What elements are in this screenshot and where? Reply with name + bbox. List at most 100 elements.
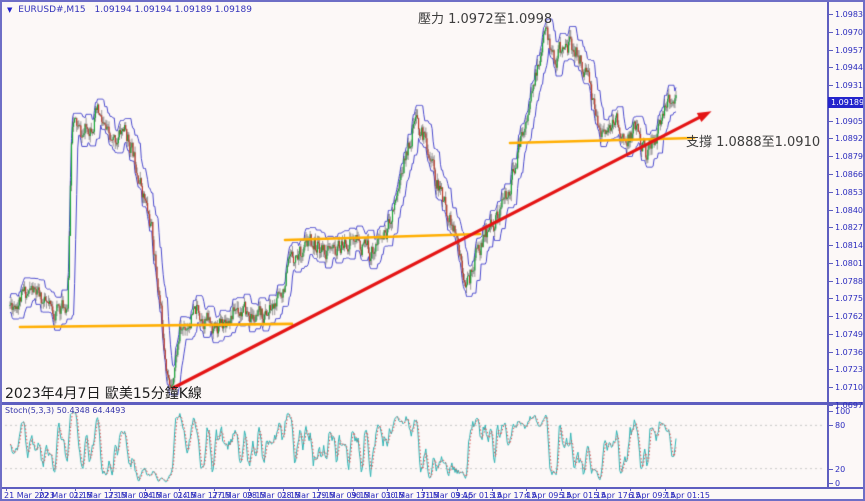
ohlc-values: 1.09194 1.09194 1.09189 1.09189	[94, 5, 252, 15]
price-axis-separator	[827, 2, 829, 489]
price-tick-label: 1.09050	[835, 116, 865, 126]
axis-tick	[664, 487, 666, 491]
date-caption: 2023年4月7日 歐美15分鐘K線	[5, 386, 202, 402]
time-tick-label: 30 Mar 17:15	[385, 491, 439, 500]
axis-tick	[829, 405, 833, 406]
stoch-tick-label: 80	[835, 421, 846, 431]
axis-tick	[829, 173, 833, 175]
price-tick-label: 1.09440	[835, 63, 865, 73]
price-tick-label: 1.06970	[835, 401, 865, 410]
current-price-tag: 1.09189	[828, 97, 863, 108]
time-tick-label: 3 Apr 17:15	[489, 491, 537, 500]
time-tick-label: 30 Mar 01:15	[350, 491, 405, 500]
axis-tick	[829, 67, 833, 69]
axis-tick	[595, 487, 597, 491]
axis-tick	[829, 411, 833, 412]
axis-tick	[144, 487, 146, 491]
time-tick-label: 27 Mar 09:15	[212, 491, 266, 500]
price-tick-label: 1.08920	[835, 134, 865, 144]
time-tick-label: 5 Apr 17:15	[593, 491, 641, 500]
price-tick-label: 1.08400	[835, 205, 865, 215]
axis-tick	[829, 298, 833, 300]
axis-tick	[829, 483, 833, 484]
axis-tick	[829, 138, 833, 140]
axis-tick	[829, 316, 833, 318]
axis-tick	[829, 14, 833, 15]
stoch-tick-label: 0	[835, 479, 841, 488]
axis-tick	[829, 209, 833, 211]
axis-tick	[248, 487, 250, 491]
price-tick-label: 1.07750	[835, 294, 865, 304]
axis-tick	[352, 487, 354, 491]
axis-tick	[829, 351, 833, 353]
axis-tick	[829, 425, 833, 427]
time-tick-label: 28 Mar 17:15	[281, 491, 335, 500]
price-tick-label: 1.09830	[835, 10, 865, 19]
time-tick-label: 21 Mar 2023	[4, 491, 55, 500]
price-tick-label: 1.08660	[835, 169, 865, 179]
axis-tick	[829, 120, 833, 122]
time-tick-label: 4 Apr 09:15	[524, 491, 572, 500]
axis-tick	[560, 487, 562, 491]
axis-tick	[829, 31, 833, 33]
axis-tick	[630, 487, 632, 491]
axis-tick	[829, 85, 833, 87]
time-tick-label: 31 Mar 09:15	[420, 491, 474, 500]
time-tick-label: 24 Mar 01:15	[142, 491, 197, 500]
time-tick-label: 22 Mar 01:15	[38, 491, 93, 500]
price-tick-label: 1.07490	[835, 329, 865, 339]
price-tick-label: 1.07880	[835, 276, 865, 286]
axis-tick	[491, 487, 493, 491]
price-tick-label: 1.09570	[835, 45, 865, 55]
time-tick-label: 23 Mar 09:15	[108, 491, 162, 500]
time-tick-label: 3 Apr 01:15	[454, 491, 502, 500]
axis-tick	[456, 487, 458, 491]
price-tick-label: 1.07620	[835, 312, 865, 322]
axis-tick	[110, 487, 112, 491]
time-tick-label: 5 Apr 01:15	[558, 491, 606, 500]
axis-tick	[829, 191, 833, 193]
price-tick-label: 1.08530	[835, 187, 865, 197]
time-tick-label: 6 Apr 09:15	[628, 491, 676, 500]
axis-tick	[829, 245, 833, 247]
chevron-down-icon[interactable]: ▼	[7, 6, 13, 14]
panel-separator[interactable]	[2, 402, 863, 405]
axis-tick	[829, 156, 833, 158]
time-tick-label: 7 Apr 01:15	[662, 491, 710, 500]
time-tick-label: 28 Mar 01:15	[246, 491, 301, 500]
time-tick-label: 22 Mar 17:15	[73, 491, 127, 500]
axis-separator	[2, 487, 863, 489]
axis-tick	[75, 487, 77, 491]
chart-title-bar: ▼ EURUSD#,M15 1.09194 1.09194 1.09189 1.…	[7, 5, 252, 15]
axis-tick	[829, 262, 833, 264]
stoch-tick-label: 100	[835, 407, 851, 416]
axis-tick	[40, 487, 42, 491]
axis-tick	[283, 487, 285, 491]
price-tick-label: 1.09310	[835, 81, 865, 91]
stoch-indicator-label: Stoch(5,3,3) 50.4348 64.4493	[5, 406, 126, 415]
price-tick-label: 1.08140	[835, 241, 865, 251]
axis-tick	[829, 387, 833, 389]
resistance-annotation: 壓力 1.0972至1.0998	[418, 12, 553, 27]
axis-tick	[829, 468, 833, 470]
axis-tick	[214, 487, 216, 491]
axis-tick	[829, 369, 833, 371]
price-tick-label: 1.09700	[835, 27, 865, 37]
price-tick-label: 1.07360	[835, 347, 865, 357]
support-annotation: 支撐 1.0888至1.0910	[686, 135, 821, 150]
axis-tick	[6, 487, 7, 491]
axis-tick	[829, 227, 833, 229]
symbol-timeframe-label: EURUSD#,M15	[18, 5, 86, 15]
axis-tick	[526, 487, 528, 491]
price-tick-label: 1.08270	[835, 223, 865, 233]
price-tick-label: 1.08790	[835, 152, 865, 162]
axis-tick	[179, 487, 181, 491]
time-tick-label: 29 Mar 09:15	[316, 491, 370, 500]
time-tick-label: 24 Mar 17:15	[177, 491, 231, 500]
price-tick-label: 1.07230	[835, 365, 865, 375]
axis-tick	[387, 487, 389, 491]
price-tick-label: 1.07100	[835, 383, 865, 393]
axis-tick	[318, 487, 320, 491]
